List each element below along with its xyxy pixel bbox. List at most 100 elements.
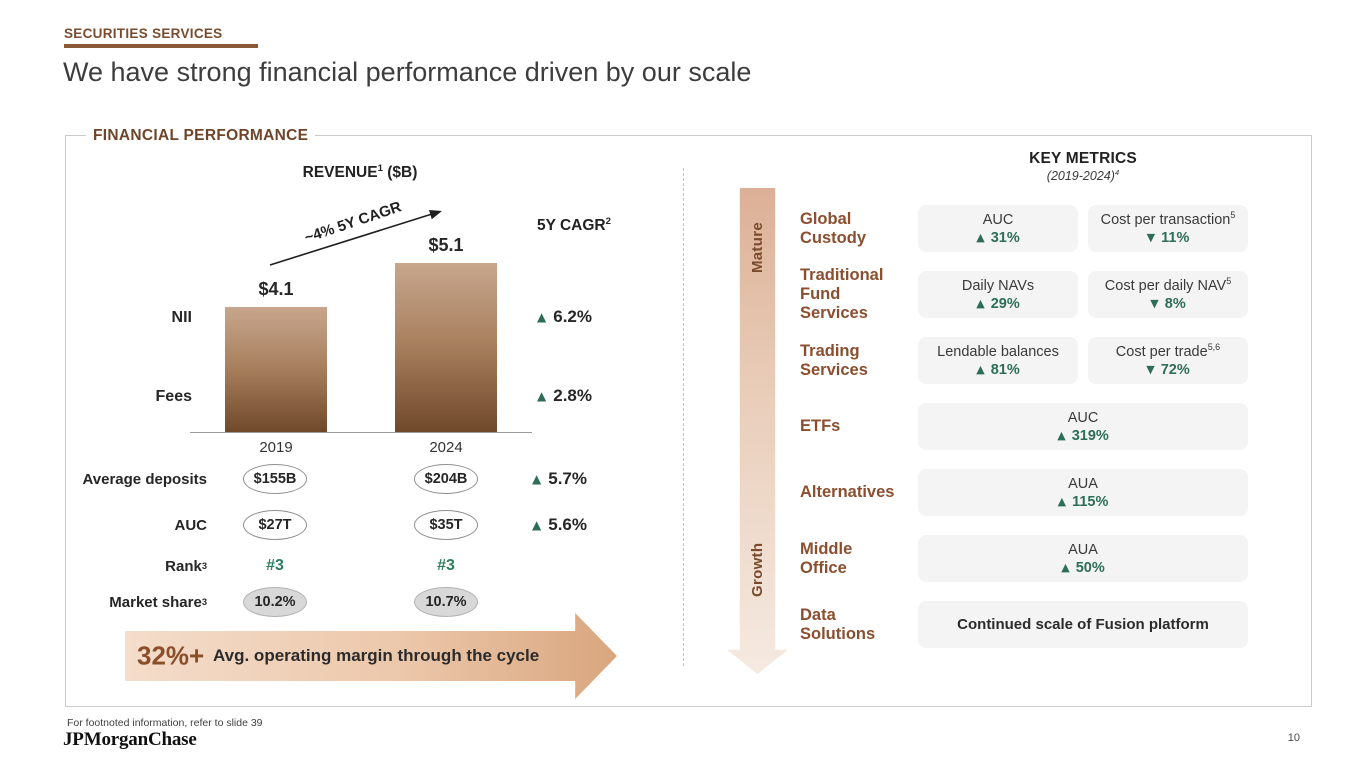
stat-oval-2019: $27T (243, 510, 307, 540)
metric-name: AUA (1068, 475, 1098, 492)
band-label-mature: Mature (749, 222, 766, 274)
up-triangle-icon: ▲ (976, 297, 985, 310)
stat-label: AUC (174, 516, 208, 534)
metric-row-data-solutions: Data Solutions Continued scale of Fusion… (800, 601, 1248, 648)
metric-row-middle-office: Middle Office AUA ▲ 50% (800, 535, 1248, 582)
band-label-growth: Growth (749, 542, 766, 598)
up-triangle-icon: ▲ (976, 363, 985, 376)
metric-change: 81% (990, 361, 1020, 378)
metric-category-label: Middle Office (800, 539, 853, 577)
metric-card: AUC ▲ 31% (918, 205, 1078, 252)
metric-change: 319% (1071, 427, 1109, 444)
stat-cagr-value: 5.6% (548, 515, 587, 534)
stat-row-rank: Rank 3 #3 #3 (70, 550, 615, 582)
chart-title-unit: ($B) (382, 164, 418, 181)
year-label-2019: 2019 (259, 439, 293, 456)
up-triangle-icon: ▲ (1057, 429, 1066, 442)
market-share-pill-2019: 10.2% (243, 587, 307, 617)
metric-row-alternatives: Alternatives AUA ▲ 115% (800, 469, 1248, 516)
metric-card: AUA ▲ 50% (918, 535, 1248, 582)
stat-row-market-share: Market share 3 10.2% 10.7% (70, 586, 615, 618)
metric-category-label: Trading Services (800, 341, 868, 379)
chart-title-text: REVENUE (302, 164, 378, 181)
up-triangle-icon: ▲ (532, 518, 542, 532)
up-triangle-icon: ▲ (532, 472, 542, 486)
bar-value-2024: $5.1 (428, 235, 464, 255)
metric-card: Cost per daily NAV5 ▼ 8% (1088, 271, 1248, 318)
revenue-bar-2019 (225, 307, 327, 432)
revenue-bar-2024 (395, 263, 497, 432)
stat-label: Average deposits (82, 470, 208, 488)
stat-label-text: Market share (109, 593, 202, 611)
metric-category-label: Global Custody (800, 209, 866, 247)
metric-category-label: Traditional Fund Services (800, 266, 884, 322)
metric-change: 72% (1160, 361, 1190, 378)
stat-label: Rank 3 (165, 557, 207, 575)
stat-cagr: ▲ 5.6% (532, 509, 615, 541)
cagr-delta-fees: ▲ 2.8% (537, 386, 592, 406)
metric-name: AUC (1067, 409, 1099, 426)
metric-change: 8% (1164, 295, 1186, 312)
eyebrow: SECURITIES SERVICES (64, 26, 223, 41)
metric-name: AUA (1068, 541, 1098, 558)
trend-arrow-icon (269, 210, 442, 266)
cagr-column-header: 5Y CAGR2 (537, 217, 611, 235)
year-label-2024: 2024 (429, 439, 463, 456)
financial-performance-panel (65, 135, 1312, 707)
metric-name: AUC (982, 211, 1014, 228)
stat-row-average-deposits: Average deposits $155B $204B ▲ 5.7% (70, 463, 615, 495)
metric-row-global-custody: Global Custody AUC ▲ 31% Cost per transac… (800, 205, 1248, 252)
jpmorganchase-logo: JPMorganChase (63, 729, 197, 750)
section-divider (683, 168, 684, 666)
cagr-value-fees: 2.8% (553, 386, 592, 405)
stat-oval-2024: $35T (414, 510, 478, 540)
metric-change: 29% (990, 295, 1020, 312)
stat-row-auc: AUC $27T $35T ▲ 5.6% (70, 509, 615, 541)
down-triangle-icon: ▼ (1146, 363, 1155, 376)
segment-label-nii: NII (171, 309, 192, 326)
cagr-header-text: 5Y CAGR (537, 217, 606, 234)
metric-card: AUA ▲ 115% (918, 469, 1248, 516)
metric-row-etfs: ETFs AUC ▲ 319% (800, 403, 1248, 450)
metric-text: Continued scale of Fusion platform (957, 616, 1209, 633)
cagr-delta-nii: ▲ 6.2% (537, 307, 592, 327)
metric-category-label: ETFs (800, 417, 841, 436)
stat-label-text: Rank (165, 557, 202, 575)
metric-change: 31% (990, 229, 1020, 246)
panel-label: FINANCIAL PERFORMANCE (86, 127, 316, 145)
market-share-pill-2024: 10.7% (414, 587, 478, 617)
metric-card: AUC ▲ 319% (918, 403, 1248, 450)
x-axis-line (190, 432, 532, 433)
up-triangle-icon: ▲ (1061, 561, 1070, 574)
metric-card: Cost per transaction5 ▼ 11% (1088, 205, 1248, 252)
metric-footnote: 5 (1230, 209, 1236, 220)
eyebrow-underline (64, 44, 258, 48)
stat-cagr: ▲ 5.7% (532, 463, 615, 495)
stat-cagr-value: 5.7% (548, 469, 587, 488)
up-triangle-icon: ▲ (537, 389, 547, 403)
metric-name: Cost per daily NAV5 (1104, 275, 1232, 294)
margin-value: 32%+ (137, 640, 205, 671)
page-title: We have strong financial performance dri… (63, 57, 752, 87)
chart-title: REVENUE1 ($B) (210, 164, 510, 182)
chart-title-footnote: 1 (377, 162, 383, 174)
down-triangle-icon: ▼ (1146, 231, 1156, 244)
key-metrics-footnote: 4 (1114, 167, 1120, 177)
metric-row-traditional-fund-services: Traditional Fund Services Daily NAVs ▲ 29… (800, 266, 1248, 322)
stat-label: Market share 3 (109, 593, 207, 611)
key-metrics-subheader: (2019-2024)4 (918, 167, 1248, 183)
metric-change: 11% (1161, 229, 1190, 246)
stat-oval-2024: $204B (413, 464, 479, 494)
metric-change: 50% (1075, 559, 1105, 576)
key-metrics-period: (2019-2024) (1046, 169, 1115, 183)
metric-category-label: Data Solutions (800, 605, 876, 643)
up-triangle-icon: ▲ (537, 310, 547, 324)
metric-change: 115% (1072, 493, 1109, 510)
metric-name: Daily NAVs (961, 277, 1035, 294)
metric-name: Lendable balances (937, 343, 1059, 360)
segment-label-fees: Fees (155, 388, 192, 405)
metric-card: Cost per trade5,6 ▼ 72% (1088, 337, 1248, 384)
metric-footnote: 5 (1226, 275, 1232, 286)
key-metrics-header: KEY METRICS (1029, 150, 1137, 167)
